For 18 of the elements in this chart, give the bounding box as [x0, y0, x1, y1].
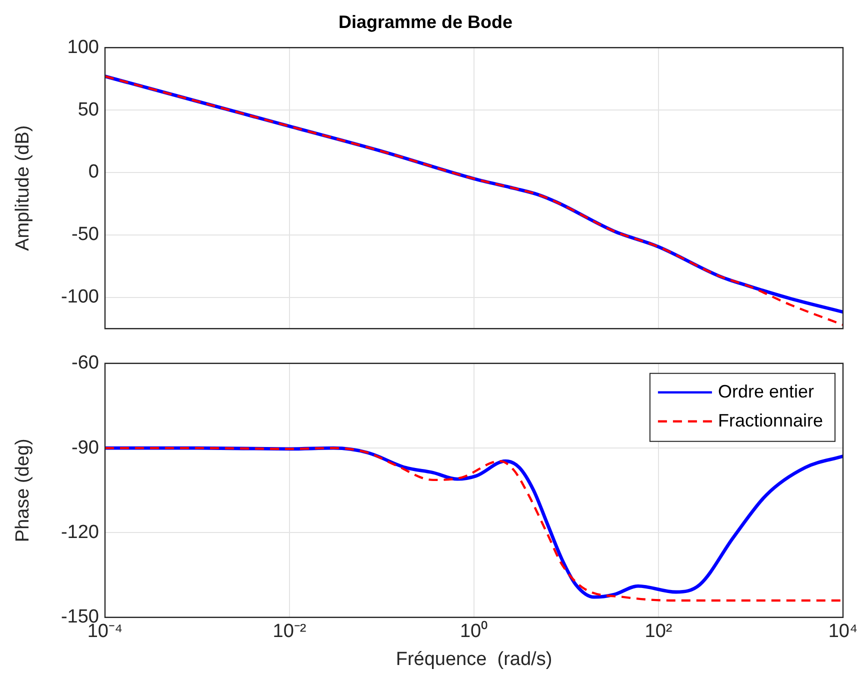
y-axis-title: Amplitude (dB)	[12, 125, 34, 251]
legend-label: Fractionnaire	[718, 410, 823, 430]
y-tick-label: -120	[60, 522, 99, 543]
y-axis-title: Phase (deg)	[12, 438, 34, 542]
x-axis-title: Fréquence (rad/s)	[396, 648, 552, 670]
chart-title: Diagramme de Bode	[338, 12, 513, 32]
x-tick-label: 10⁰	[460, 620, 488, 642]
y-tick-label: -60	[72, 352, 99, 374]
x-tick-label: 10⁻²	[272, 621, 306, 642]
x-tick-label: 10²	[644, 621, 672, 642]
y-tick-label: 0	[88, 162, 99, 183]
y-tick-label: 100	[67, 36, 99, 58]
x-tick-label: 10⁴	[828, 621, 858, 642]
legend-label: Ordre entier	[718, 381, 814, 402]
y-tick-label: -90	[72, 437, 99, 458]
y-tick-label: -50	[72, 224, 99, 246]
y-tick-label: 50	[78, 99, 99, 120]
y-tick-label: -100	[60, 286, 99, 308]
